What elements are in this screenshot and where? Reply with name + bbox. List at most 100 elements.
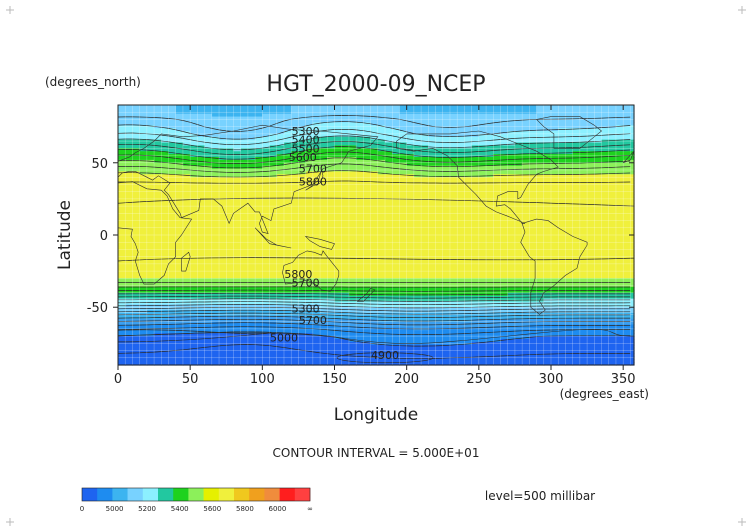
heatmap-cell [587, 157, 595, 161]
heatmap-cell [413, 223, 422, 227]
heatmap-cell [579, 119, 588, 123]
heatmap-cell [471, 168, 480, 173]
heatmap-cell [478, 139, 487, 144]
heatmap-cell [168, 185, 177, 190]
heatmap-cell [240, 217, 249, 222]
heatmap-cell [276, 157, 285, 161]
heatmap-cell [182, 139, 191, 144]
heatmap-cell [385, 240, 393, 245]
heatmap-cell [608, 154, 617, 158]
heatmap-cell [594, 220, 603, 225]
heatmap-cell [291, 214, 300, 219]
heatmap-cell [197, 266, 206, 271]
heatmap-cell [305, 125, 314, 129]
heatmap-cell [168, 113, 177, 118]
heatmap-cell [579, 122, 588, 126]
heatmap-cell [435, 168, 444, 173]
heatmap-cell [392, 287, 401, 291]
heatmap-cell [529, 151, 538, 155]
heatmap-cell [579, 128, 588, 132]
heatmap-cell [370, 185, 379, 190]
heatmap-cell [312, 287, 321, 291]
heatmap-cell [543, 105, 552, 109]
heatmap-cell [594, 159, 603, 164]
heatmap-cell [276, 185, 285, 190]
heatmap-cell [370, 113, 379, 118]
heatmap-cell [464, 157, 473, 161]
heatmap-cell [118, 119, 126, 123]
heatmap-cell [182, 136, 191, 141]
heatmap-cell [514, 237, 523, 242]
heatmap-cell [457, 110, 466, 115]
heatmap-cell [572, 171, 581, 175]
heatmap-cell [478, 119, 487, 123]
heatmap-cell [247, 255, 256, 259]
heatmap-cell [139, 197, 148, 201]
heatmap-cell [312, 272, 321, 277]
heatmap-cell [399, 131, 408, 135]
heatmap-cell [262, 148, 271, 152]
heatmap-cell [608, 122, 617, 126]
heatmap-cell [125, 258, 134, 262]
heatmap-cell [377, 281, 386, 285]
heatmap-cell [623, 197, 631, 201]
heatmap-cell [341, 209, 350, 213]
heatmap-cell [457, 142, 466, 147]
heatmap-cell [594, 211, 603, 216]
heatmap-cell [385, 211, 393, 216]
heatmap-cell [327, 110, 336, 115]
heatmap-cell [442, 185, 451, 190]
heatmap-cell [132, 148, 141, 152]
heatmap-cell [211, 148, 220, 152]
heatmap-cell [348, 284, 357, 288]
heatmap-cell [211, 154, 220, 158]
heatmap-cell [558, 252, 567, 256]
heatmap-cell [305, 145, 314, 149]
heatmap-cell [139, 263, 148, 268]
heatmap-cell [370, 278, 379, 282]
heatmap-cell [327, 131, 336, 135]
heatmap-cell [211, 209, 220, 213]
heatmap-cell [233, 304, 242, 308]
heatmap-cell [478, 177, 487, 181]
heatmap-cell [457, 200, 466, 204]
heatmap-cell [283, 131, 292, 135]
heatmap-cell [363, 275, 372, 279]
heatmap-cell [182, 235, 191, 239]
heatmap-cell [385, 235, 393, 239]
heatmap-cell [623, 119, 631, 123]
heatmap-cell [565, 263, 574, 268]
heatmap-cell [601, 145, 610, 149]
heatmap-cell [356, 249, 364, 253]
heatmap-cell [385, 177, 393, 181]
heatmap-cell [291, 206, 300, 210]
heatmap-cell [175, 211, 184, 216]
heatmap-cell [529, 194, 538, 199]
heatmap-cell [182, 220, 191, 225]
heatmap-cell [190, 119, 198, 123]
heatmap-cell [399, 249, 408, 253]
heatmap-cell [377, 162, 386, 167]
heatmap-cell [594, 240, 603, 245]
heatmap-cell [435, 209, 444, 213]
heatmap-cell [608, 289, 617, 294]
heatmap-cell [190, 122, 198, 126]
heatmap-cell [579, 287, 588, 291]
heatmap-cell [623, 240, 631, 245]
heatmap-cell [385, 255, 393, 259]
heatmap-cell [442, 278, 451, 282]
heatmap-cell [471, 177, 480, 181]
heatmap-cell [283, 235, 292, 239]
heatmap-cell [168, 298, 177, 303]
heatmap-cell [356, 136, 364, 141]
heatmap-cell [255, 105, 263, 109]
heatmap-cell [558, 154, 567, 158]
heatmap-cell [356, 174, 364, 178]
heatmap-cell [572, 269, 581, 274]
heatmap-cell [406, 113, 415, 118]
heatmap-cell [291, 151, 300, 155]
heatmap-cell [449, 240, 458, 245]
heatmap-cell [536, 136, 545, 141]
heatmap-cell [298, 162, 307, 167]
heatmap-cell [623, 263, 631, 268]
